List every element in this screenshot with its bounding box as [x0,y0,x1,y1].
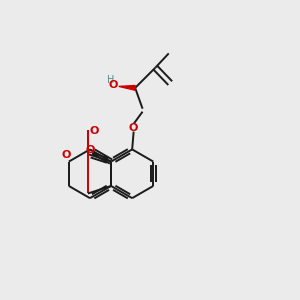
Text: O: O [90,126,99,136]
Text: O: O [62,150,71,160]
Text: O: O [129,123,138,133]
Text: H: H [107,75,114,85]
Text: O: O [108,80,118,90]
Polygon shape [119,85,135,90]
Text: O: O [85,145,94,155]
